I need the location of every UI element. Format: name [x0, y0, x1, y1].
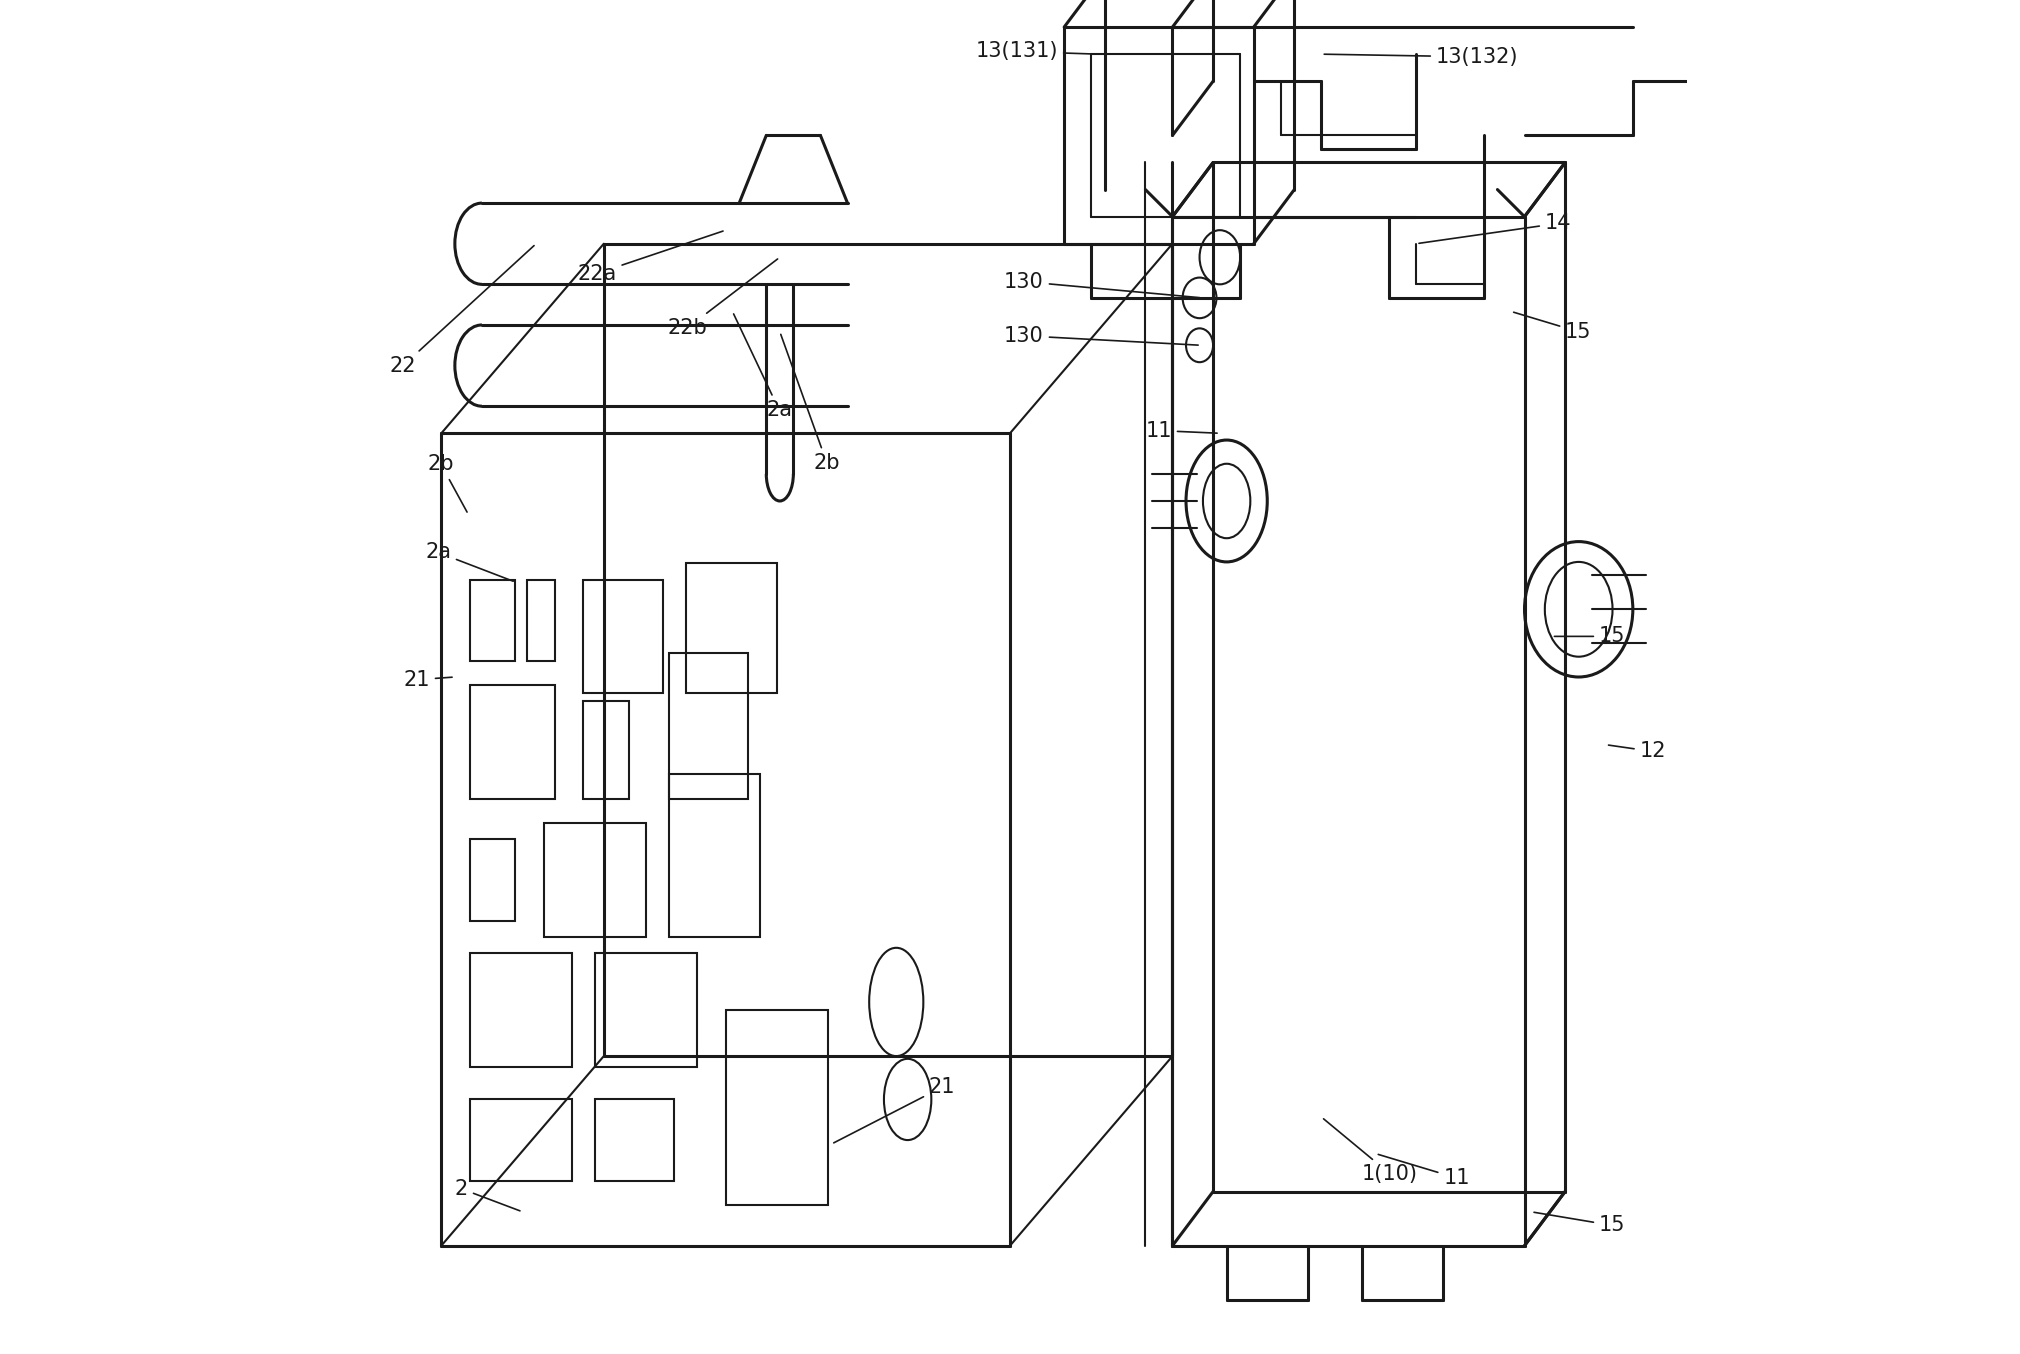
Text: 13(132): 13(132): [1325, 47, 1519, 66]
Text: 1(10): 1(10): [1323, 1118, 1418, 1183]
Text: 22a: 22a: [578, 232, 723, 283]
Text: 11: 11: [1145, 421, 1218, 440]
Text: 12: 12: [1608, 742, 1666, 761]
Bar: [584, 701, 628, 799]
Bar: [584, 580, 663, 693]
Text: 15: 15: [1533, 1212, 1626, 1235]
Bar: [669, 774, 760, 937]
Text: 21: 21: [404, 670, 452, 689]
Text: 22: 22: [390, 245, 533, 375]
Bar: [471, 685, 556, 799]
Text: 2a: 2a: [424, 543, 513, 581]
Bar: [594, 1099, 675, 1181]
Bar: [594, 953, 697, 1067]
Bar: [471, 839, 515, 921]
Bar: [543, 823, 646, 937]
Text: 15: 15: [1513, 313, 1592, 341]
Text: 2: 2: [454, 1179, 519, 1210]
Text: 14: 14: [1418, 214, 1572, 244]
Text: 2a: 2a: [733, 314, 792, 420]
Text: 21: 21: [834, 1078, 955, 1143]
Text: 130: 130: [1004, 272, 1200, 298]
Text: 15: 15: [1553, 627, 1626, 646]
Text: 13(131): 13(131): [976, 42, 1095, 61]
Bar: [471, 580, 515, 661]
Bar: [687, 563, 778, 693]
Bar: [725, 1010, 828, 1205]
Text: 11: 11: [1378, 1155, 1471, 1187]
Text: 22b: 22b: [669, 259, 778, 337]
Bar: [471, 1099, 572, 1181]
Bar: [527, 580, 556, 661]
Bar: [471, 953, 572, 1067]
Text: 130: 130: [1004, 326, 1198, 345]
Text: 2b: 2b: [428, 455, 467, 512]
Bar: [669, 653, 747, 799]
Text: 2b: 2b: [782, 334, 840, 473]
